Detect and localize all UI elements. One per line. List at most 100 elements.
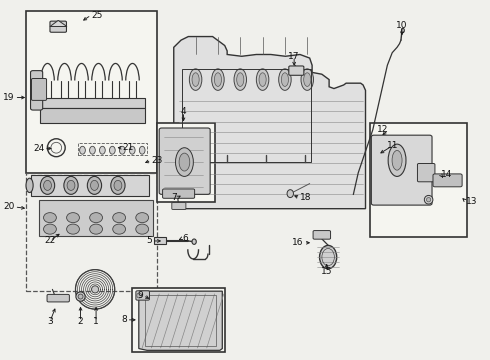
FancyBboxPatch shape [417, 163, 435, 182]
Text: 13: 13 [466, 197, 477, 206]
Ellipse shape [319, 246, 337, 269]
Ellipse shape [64, 176, 78, 194]
Ellipse shape [214, 73, 221, 86]
FancyBboxPatch shape [172, 203, 186, 210]
Ellipse shape [114, 180, 122, 190]
Ellipse shape [175, 148, 194, 176]
Ellipse shape [189, 69, 202, 90]
Text: 17: 17 [289, 52, 300, 61]
Text: 16: 16 [293, 238, 304, 247]
Bar [370, 123, 467, 237]
Text: 12: 12 [377, 125, 389, 134]
Text: 6: 6 [182, 234, 188, 243]
Ellipse shape [76, 292, 85, 301]
Polygon shape [174, 37, 366, 209]
Ellipse shape [212, 69, 224, 90]
Bar [145, 295, 216, 346]
Bar [182, 69, 311, 162]
Ellipse shape [80, 146, 85, 154]
Ellipse shape [113, 224, 125, 234]
Ellipse shape [44, 224, 56, 234]
FancyBboxPatch shape [31, 78, 47, 100]
Ellipse shape [67, 213, 79, 223]
Ellipse shape [78, 294, 83, 299]
Ellipse shape [113, 213, 125, 223]
Ellipse shape [179, 153, 190, 171]
Ellipse shape [192, 239, 196, 244]
Ellipse shape [67, 224, 79, 234]
Text: 10: 10 [396, 21, 408, 30]
Bar [154, 237, 167, 244]
FancyBboxPatch shape [163, 189, 195, 198]
Ellipse shape [44, 213, 56, 223]
Text: 14: 14 [441, 170, 452, 179]
Ellipse shape [26, 178, 33, 193]
Ellipse shape [136, 213, 148, 223]
Ellipse shape [137, 293, 142, 298]
Ellipse shape [92, 286, 98, 293]
Ellipse shape [87, 176, 101, 194]
Text: 9: 9 [137, 291, 143, 300]
Text: 2: 2 [78, 317, 83, 326]
Ellipse shape [192, 73, 199, 86]
Ellipse shape [287, 190, 294, 198]
Ellipse shape [111, 176, 125, 194]
Text: 8: 8 [121, 315, 126, 324]
Text: 11: 11 [387, 141, 398, 150]
Ellipse shape [120, 146, 125, 154]
Ellipse shape [401, 28, 404, 33]
Ellipse shape [304, 73, 311, 86]
Polygon shape [50, 21, 67, 27]
Ellipse shape [40, 176, 55, 194]
Bar [77, 143, 147, 155]
Bar [39, 200, 153, 235]
FancyBboxPatch shape [30, 71, 43, 110]
Text: 20: 20 [3, 202, 15, 211]
Ellipse shape [44, 180, 51, 190]
FancyBboxPatch shape [159, 128, 210, 194]
FancyBboxPatch shape [289, 66, 304, 75]
Ellipse shape [237, 73, 244, 86]
Ellipse shape [234, 69, 246, 90]
Ellipse shape [392, 150, 402, 170]
Ellipse shape [281, 73, 289, 86]
Text: 4: 4 [181, 107, 186, 116]
Ellipse shape [136, 224, 148, 234]
Text: 23: 23 [151, 156, 163, 165]
Text: 24: 24 [33, 144, 44, 153]
Bar [132, 288, 225, 352]
Ellipse shape [90, 146, 95, 154]
Ellipse shape [259, 73, 266, 86]
Text: 7: 7 [171, 193, 177, 202]
Text: 19: 19 [3, 93, 15, 102]
Ellipse shape [90, 213, 102, 223]
Bar [25, 12, 157, 173]
Text: 3: 3 [47, 317, 53, 326]
FancyBboxPatch shape [50, 21, 67, 32]
Ellipse shape [67, 180, 75, 190]
FancyBboxPatch shape [47, 294, 70, 302]
Text: 15: 15 [321, 267, 332, 276]
Ellipse shape [388, 144, 406, 176]
Text: 18: 18 [300, 193, 312, 202]
FancyBboxPatch shape [313, 230, 331, 239]
Ellipse shape [426, 198, 431, 202]
Ellipse shape [91, 180, 98, 190]
Text: 25: 25 [91, 10, 102, 19]
Bar [25, 173, 157, 291]
Ellipse shape [99, 146, 105, 154]
FancyBboxPatch shape [433, 174, 462, 187]
FancyBboxPatch shape [30, 175, 149, 196]
Polygon shape [139, 291, 222, 350]
Ellipse shape [90, 224, 102, 234]
Text: 22: 22 [44, 237, 55, 246]
Ellipse shape [279, 69, 291, 90]
FancyBboxPatch shape [136, 291, 149, 300]
Ellipse shape [424, 195, 433, 204]
FancyBboxPatch shape [371, 135, 432, 205]
Ellipse shape [129, 146, 135, 154]
Bar [157, 123, 215, 202]
Text: 21: 21 [123, 143, 134, 152]
Ellipse shape [139, 146, 145, 154]
Text: 5: 5 [146, 237, 152, 246]
